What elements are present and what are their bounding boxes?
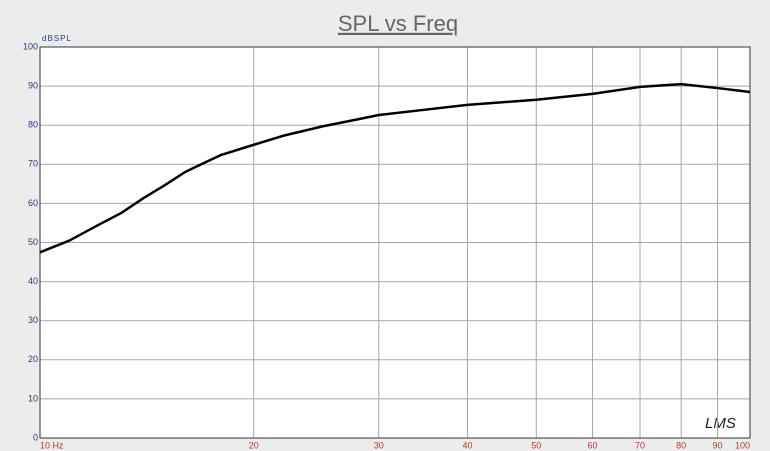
y-tick-label: 50 — [28, 237, 38, 247]
chart-title: SPL vs Freq — [338, 11, 458, 36]
plot-border — [39, 46, 751, 439]
x-tick-label: 30 — [374, 440, 384, 450]
y-tick-label: 100 — [23, 41, 38, 51]
x-tick-label: 100 — [735, 440, 750, 450]
y-tick-label: 80 — [28, 120, 38, 130]
y-tick-label: 20 — [28, 354, 38, 364]
x-tick-label: 90 — [713, 440, 723, 450]
logo: LMS — [705, 415, 736, 432]
x-tick-label: 80 — [676, 440, 686, 450]
y-tick-label: 60 — [28, 198, 38, 208]
y-tick-label: 40 — [28, 276, 38, 286]
y-tick-label: 90 — [28, 80, 38, 90]
x-tick-label: 60 — [587, 440, 597, 450]
x-tick-label: 20 — [249, 440, 259, 450]
y-axis-label: dBSPL — [42, 34, 72, 43]
spl-curve — [39, 82, 751, 254]
y-tick-label: 10 — [28, 393, 38, 403]
y-tick-label: 0 — [33, 432, 38, 442]
x-tick-label: 10 Hz — [40, 440, 64, 450]
y-tick-label: 30 — [28, 315, 38, 325]
x-tick-label: 70 — [635, 440, 645, 450]
x-tick-label: 40 — [462, 440, 472, 450]
x-tick-label: 50 — [531, 440, 541, 450]
y-tick-label: 70 — [28, 159, 38, 169]
